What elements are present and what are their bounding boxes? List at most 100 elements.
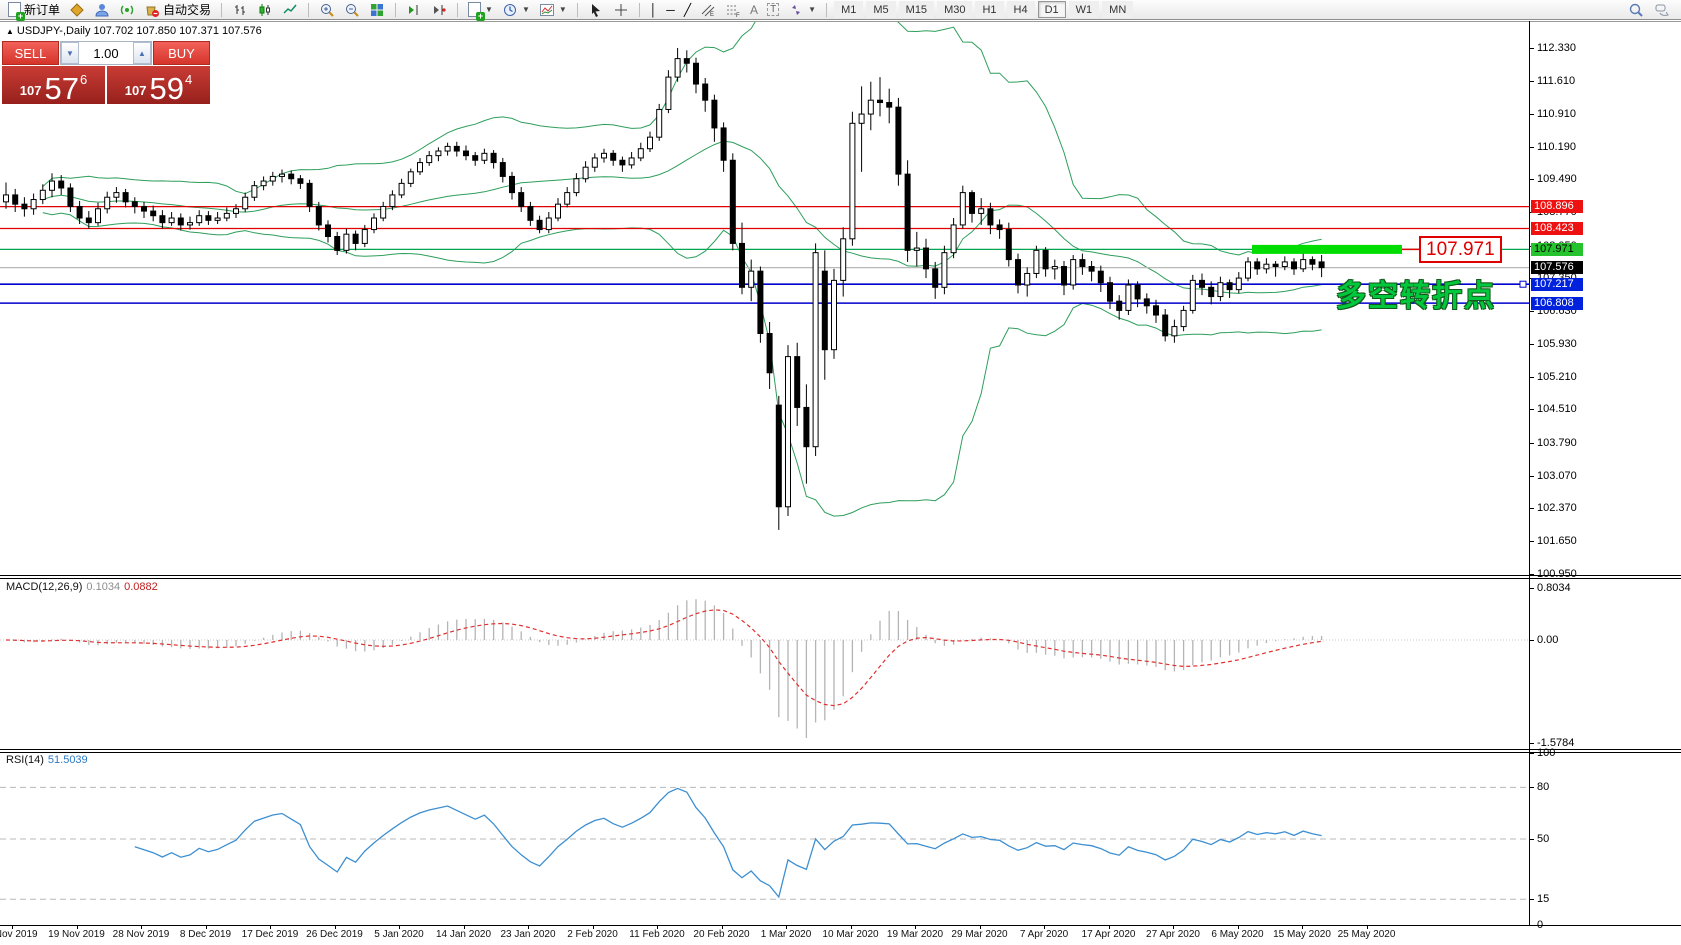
new-chart-button[interactable]: ▼ (465, 1, 496, 21)
collapse-marker-icon[interactable]: ▲ (6, 27, 14, 36)
panel-separator (0, 578, 1681, 579)
date-tick-mark (657, 925, 658, 929)
indicators-button[interactable]: ▼ (536, 1, 570, 19)
bull-bear-turning-point-annotation[interactable]: 多空转折点 (1336, 280, 1496, 313)
signals-button[interactable] (116, 1, 138, 19)
search-icon[interactable] (1628, 2, 1644, 18)
line-chart-button[interactable] (279, 1, 301, 19)
candle-body (260, 180, 267, 187)
axis-tick-mark (1529, 442, 1534, 444)
date-tick-mark (141, 925, 142, 929)
zoom-out-button[interactable] (341, 1, 363, 19)
rsi-axis-label: 50 (1537, 833, 1550, 845)
sell-price-display[interactable]: 107 57 6 (2, 66, 105, 104)
candle-body (794, 356, 801, 408)
chart-shift-button[interactable] (428, 1, 450, 19)
candle-body (1300, 259, 1307, 270)
text-label-button[interactable]: T (764, 1, 782, 19)
tab-timeframe-h4[interactable]: H4 (1006, 1, 1035, 18)
candle-body (187, 222, 193, 226)
candle-body (472, 155, 479, 161)
fibonacci-button[interactable]: F (722, 1, 744, 19)
bar-chart-button[interactable] (229, 1, 251, 19)
lot-stepper: ▼ ▲ (60, 41, 152, 65)
panel-separator[interactable] (0, 575, 1681, 576)
horizontal-line-button[interactable]: ─ (663, 1, 678, 19)
panel-separator[interactable] (0, 749, 1681, 750)
tab-timeframe-m5[interactable]: M5 (866, 1, 896, 18)
axis-tick-mark (1529, 588, 1534, 589)
candle-body (1005, 229, 1012, 261)
auto-scroll-button[interactable] (403, 1, 425, 19)
toolbar: 新订单 自动交易 (0, 0, 1681, 21)
tab-timeframe-d1[interactable]: D1 (1037, 1, 1066, 18)
buy-button[interactable]: BUY (153, 41, 210, 65)
rsi-name: RSI(14) (6, 754, 44, 766)
lot-increase-button[interactable]: ▲ (133, 42, 151, 64)
price-flag-107971[interactable]: 107.971 (1419, 236, 1502, 263)
axis-tick-mark (1529, 787, 1534, 788)
lot-decrease-button[interactable]: ▼ (61, 42, 79, 64)
candle-body (582, 166, 589, 180)
candle-body (757, 270, 764, 335)
tab-timeframe-m30[interactable]: M30 (937, 1, 973, 18)
trendline-button[interactable]: ╱ (681, 1, 694, 19)
vertical-line-button[interactable]: │ (647, 1, 661, 19)
candle-body (785, 356, 791, 508)
autotrading-icon (146, 6, 160, 17)
sell-button[interactable]: SELL (2, 41, 59, 65)
candle-body (693, 62, 699, 85)
line-drag-handle[interactable] (1519, 280, 1527, 288)
dropdown-caret-icon: ▼ (485, 5, 493, 14)
candle-body (647, 136, 653, 150)
zoom-in-button[interactable] (316, 1, 338, 19)
community-button[interactable] (91, 1, 113, 19)
candle-body (1263, 263, 1270, 270)
tile-windows-button[interactable] (366, 1, 388, 19)
rsi-panel-layer (0, 786, 1529, 900)
candle-body (39, 189, 46, 201)
candle-body (877, 99, 883, 104)
resistance-highlight-rect[interactable] (1252, 244, 1402, 254)
arrows-icon (792, 4, 801, 15)
periods-button[interactable]: ▼ (499, 1, 533, 19)
crosshair-button[interactable] (610, 1, 632, 19)
candle-body (1153, 305, 1159, 316)
candlestick-chart-button[interactable] (254, 1, 276, 19)
candle-body (30, 199, 37, 210)
new-order-button[interactable]: 新订单 (5, 1, 63, 21)
tab-timeframe-m1[interactable]: M1 (834, 1, 864, 18)
tab-timeframe-h1[interactable]: H1 (975, 1, 1004, 18)
tab-timeframe-m15[interactable]: M15 (898, 1, 935, 18)
market-button[interactable] (66, 1, 88, 19)
candle-body (729, 159, 736, 244)
zoom-in-icon (321, 3, 334, 17)
rsi-axis-label: 0 (1537, 919, 1544, 931)
lot-input[interactable] (79, 42, 133, 64)
text-button[interactable]: A (747, 1, 761, 19)
arrows-button[interactable]: ▼ (785, 1, 819, 19)
axis-tick-mark (1529, 376, 1534, 378)
toolbar-separator (395, 2, 397, 17)
candle-body (196, 215, 203, 224)
candle-body (380, 205, 387, 219)
chart-top-border (0, 21, 1681, 22)
candle-body (656, 108, 663, 138)
autotrading-button[interactable]: 自动交易 (141, 1, 214, 19)
date-tick-mark (915, 925, 916, 929)
buy-price-display[interactable]: 107 59 4 (107, 66, 210, 104)
candle-body (748, 270, 755, 288)
date-label: 2 Feb 2020 (567, 929, 618, 940)
candle-body (1134, 284, 1141, 300)
tab-timeframe-w1[interactable]: W1 (1068, 1, 1100, 18)
tab-timeframe-mn[interactable]: MN (1102, 1, 1134, 18)
price-badge-107217: 107.217 (1531, 277, 1583, 291)
chat-icon[interactable] (1654, 2, 1670, 18)
candle-body (950, 224, 957, 254)
channel-button[interactable]: E (697, 1, 719, 19)
cursor-button[interactable] (585, 1, 607, 19)
symbol-ohlc-text: USDJPY-,Daily 107.702 107.850 107.371 10… (16, 25, 262, 37)
candle-body (499, 162, 506, 177)
chart-shift-icon (434, 4, 446, 15)
